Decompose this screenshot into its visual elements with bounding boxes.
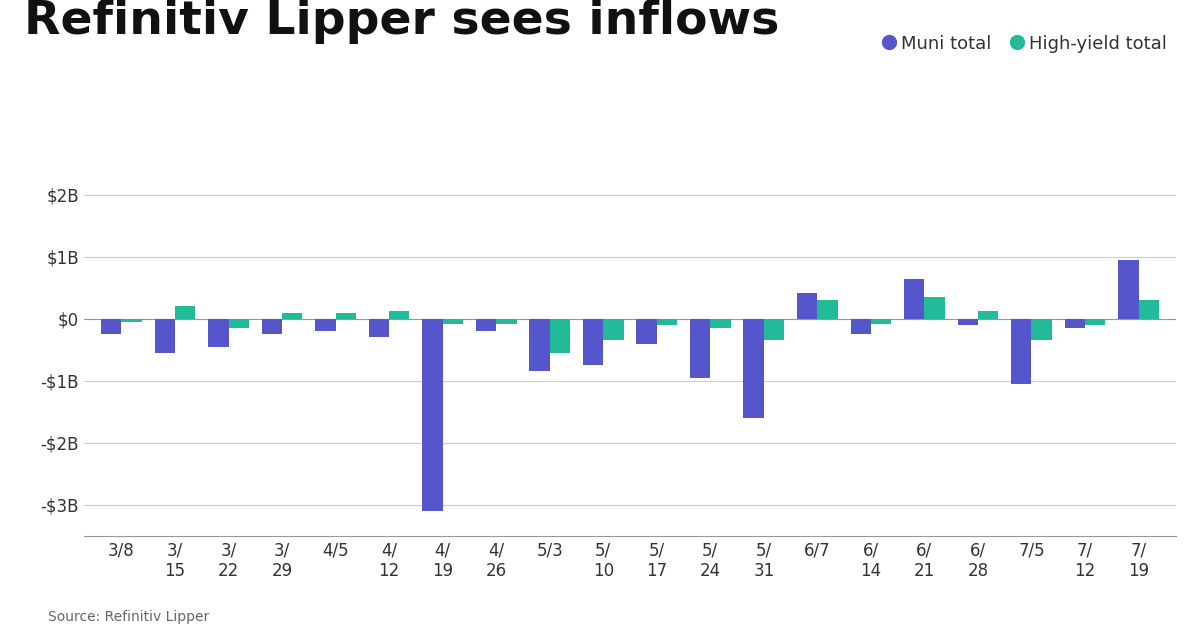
Bar (1085, 319, 1105, 325)
Bar (443, 319, 463, 324)
Bar (656, 319, 677, 325)
Bar (797, 293, 817, 319)
Bar (1118, 260, 1139, 319)
Bar (155, 319, 175, 353)
Text: Refinitiv Lipper sees inflows: Refinitiv Lipper sees inflows (24, 0, 779, 44)
Bar (121, 319, 142, 322)
Bar (710, 319, 731, 328)
Bar (389, 311, 409, 319)
Bar (764, 319, 784, 340)
Bar (476, 319, 496, 331)
Bar (101, 319, 121, 335)
Bar (1064, 319, 1085, 328)
Bar (529, 319, 550, 372)
Bar (978, 311, 998, 319)
Bar (1012, 319, 1032, 384)
Bar (496, 319, 516, 324)
Bar (282, 312, 302, 319)
Bar (583, 319, 604, 365)
Bar (262, 319, 282, 335)
Bar (368, 319, 389, 338)
Bar (1139, 301, 1159, 319)
Bar (690, 319, 710, 377)
Bar (1032, 319, 1052, 340)
Bar (851, 319, 871, 335)
Text: Source: Refinitiv Lipper: Source: Refinitiv Lipper (48, 610, 209, 624)
Bar (336, 312, 356, 319)
Bar (550, 319, 570, 353)
Bar (228, 319, 248, 328)
Bar (924, 297, 944, 319)
Bar (316, 319, 336, 331)
Bar (904, 278, 924, 319)
Bar (958, 319, 978, 325)
Bar (871, 319, 892, 324)
Bar (817, 301, 838, 319)
Legend: Muni total, High-yield total: Muni total, High-yield total (884, 35, 1166, 53)
Bar (208, 319, 228, 347)
Bar (175, 306, 196, 319)
Bar (422, 319, 443, 511)
Bar (604, 319, 624, 340)
Bar (744, 319, 764, 418)
Bar (636, 319, 656, 343)
